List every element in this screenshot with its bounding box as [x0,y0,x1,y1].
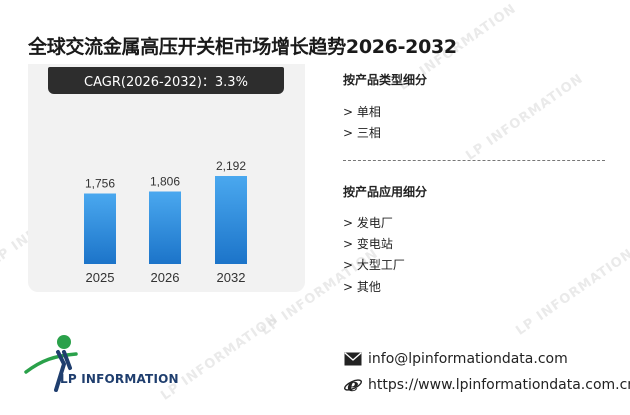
category-label: 2025 [86,270,115,285]
internet-explorer-icon: e [344,376,362,394]
segment-application-item: > 发电厂 [343,216,393,230]
category-label: 2032 [217,270,246,285]
website-text: https://www.lpinformationdata.com.cn [368,377,630,393]
cagr-banner: CAGR(2026-2032)：3.3% [48,67,284,94]
bar-value-label: 1,806 [150,174,180,188]
segment-type-title: 按产品类型细分 [343,73,428,87]
segment-type-item: > 三相 [343,126,381,140]
logo-text: LP INFORMATION [60,372,179,386]
segment-application-item: > 大型工厂 [343,258,405,272]
bar-chart: 1,756 2025 1,806 2026 2,192 2032 [84,159,247,285]
contact-website: e https://www.lpinformationdata.com.cn [344,376,630,394]
segment-application-item: > 变电站 [343,237,393,251]
segment-type-item: > 单相 [343,105,381,119]
watermark: LP INFORMATION [513,246,630,339]
bar-value-label: 2,192 [216,159,246,173]
page-title: 全球交流金属高压开关柜市场增长趋势2026-2032 [28,36,457,58]
bar-2026 [149,191,181,264]
segment-application-title: 按产品应用细分 [343,185,428,199]
envelope-icon [344,351,362,367]
email-text: info@lpinformationdata.com [368,351,568,367]
lp-information-logo [24,335,78,392]
svg-text:e: e [347,376,358,394]
divider [343,160,605,161]
category-label: 2026 [151,270,180,285]
segment-application-item: > 其他 [343,280,381,294]
watermark: LP INFORMATION [463,71,587,164]
bar-2025 [84,193,116,264]
bar-2032 [215,176,247,264]
bar-value-label: 1,756 [85,177,115,191]
contact-email: info@lpinformationdata.com [344,351,568,367]
